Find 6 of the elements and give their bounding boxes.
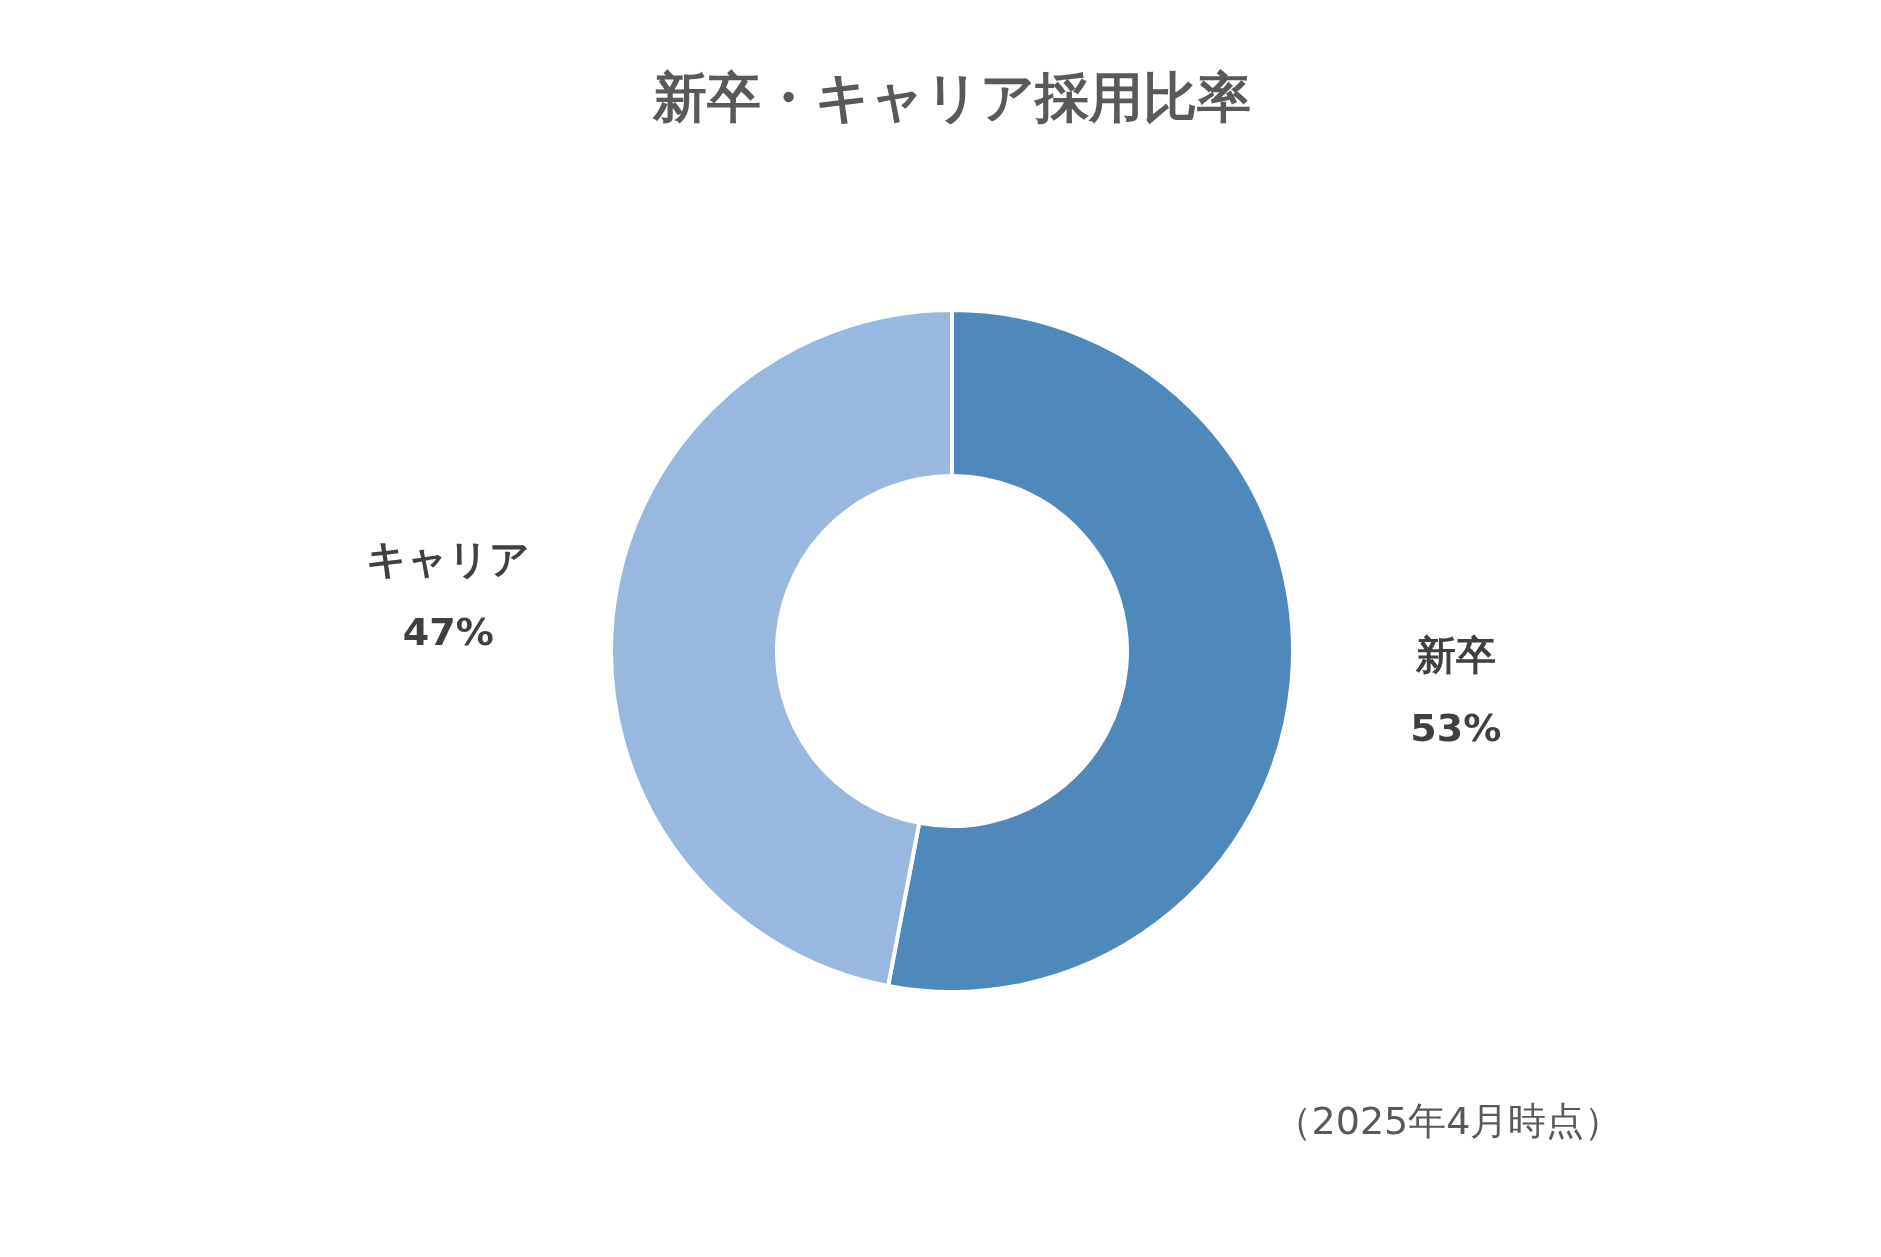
data-label: 53% [1410,705,1502,750]
slice-label: キャリア [366,536,531,583]
data-label: 47% [402,610,494,655]
text: （2025年4月時点） [1273,1099,1623,1143]
slice-label: 新卒 [1414,631,1496,678]
chart-title: 新卒・キャリア採用比率 [652,66,1251,129]
